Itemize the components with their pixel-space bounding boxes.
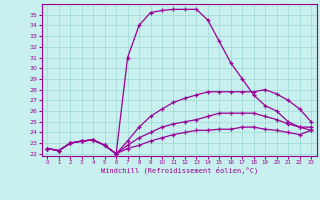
X-axis label: Windchill (Refroidissement éolien,°C): Windchill (Refroidissement éolien,°C) [100, 167, 258, 174]
